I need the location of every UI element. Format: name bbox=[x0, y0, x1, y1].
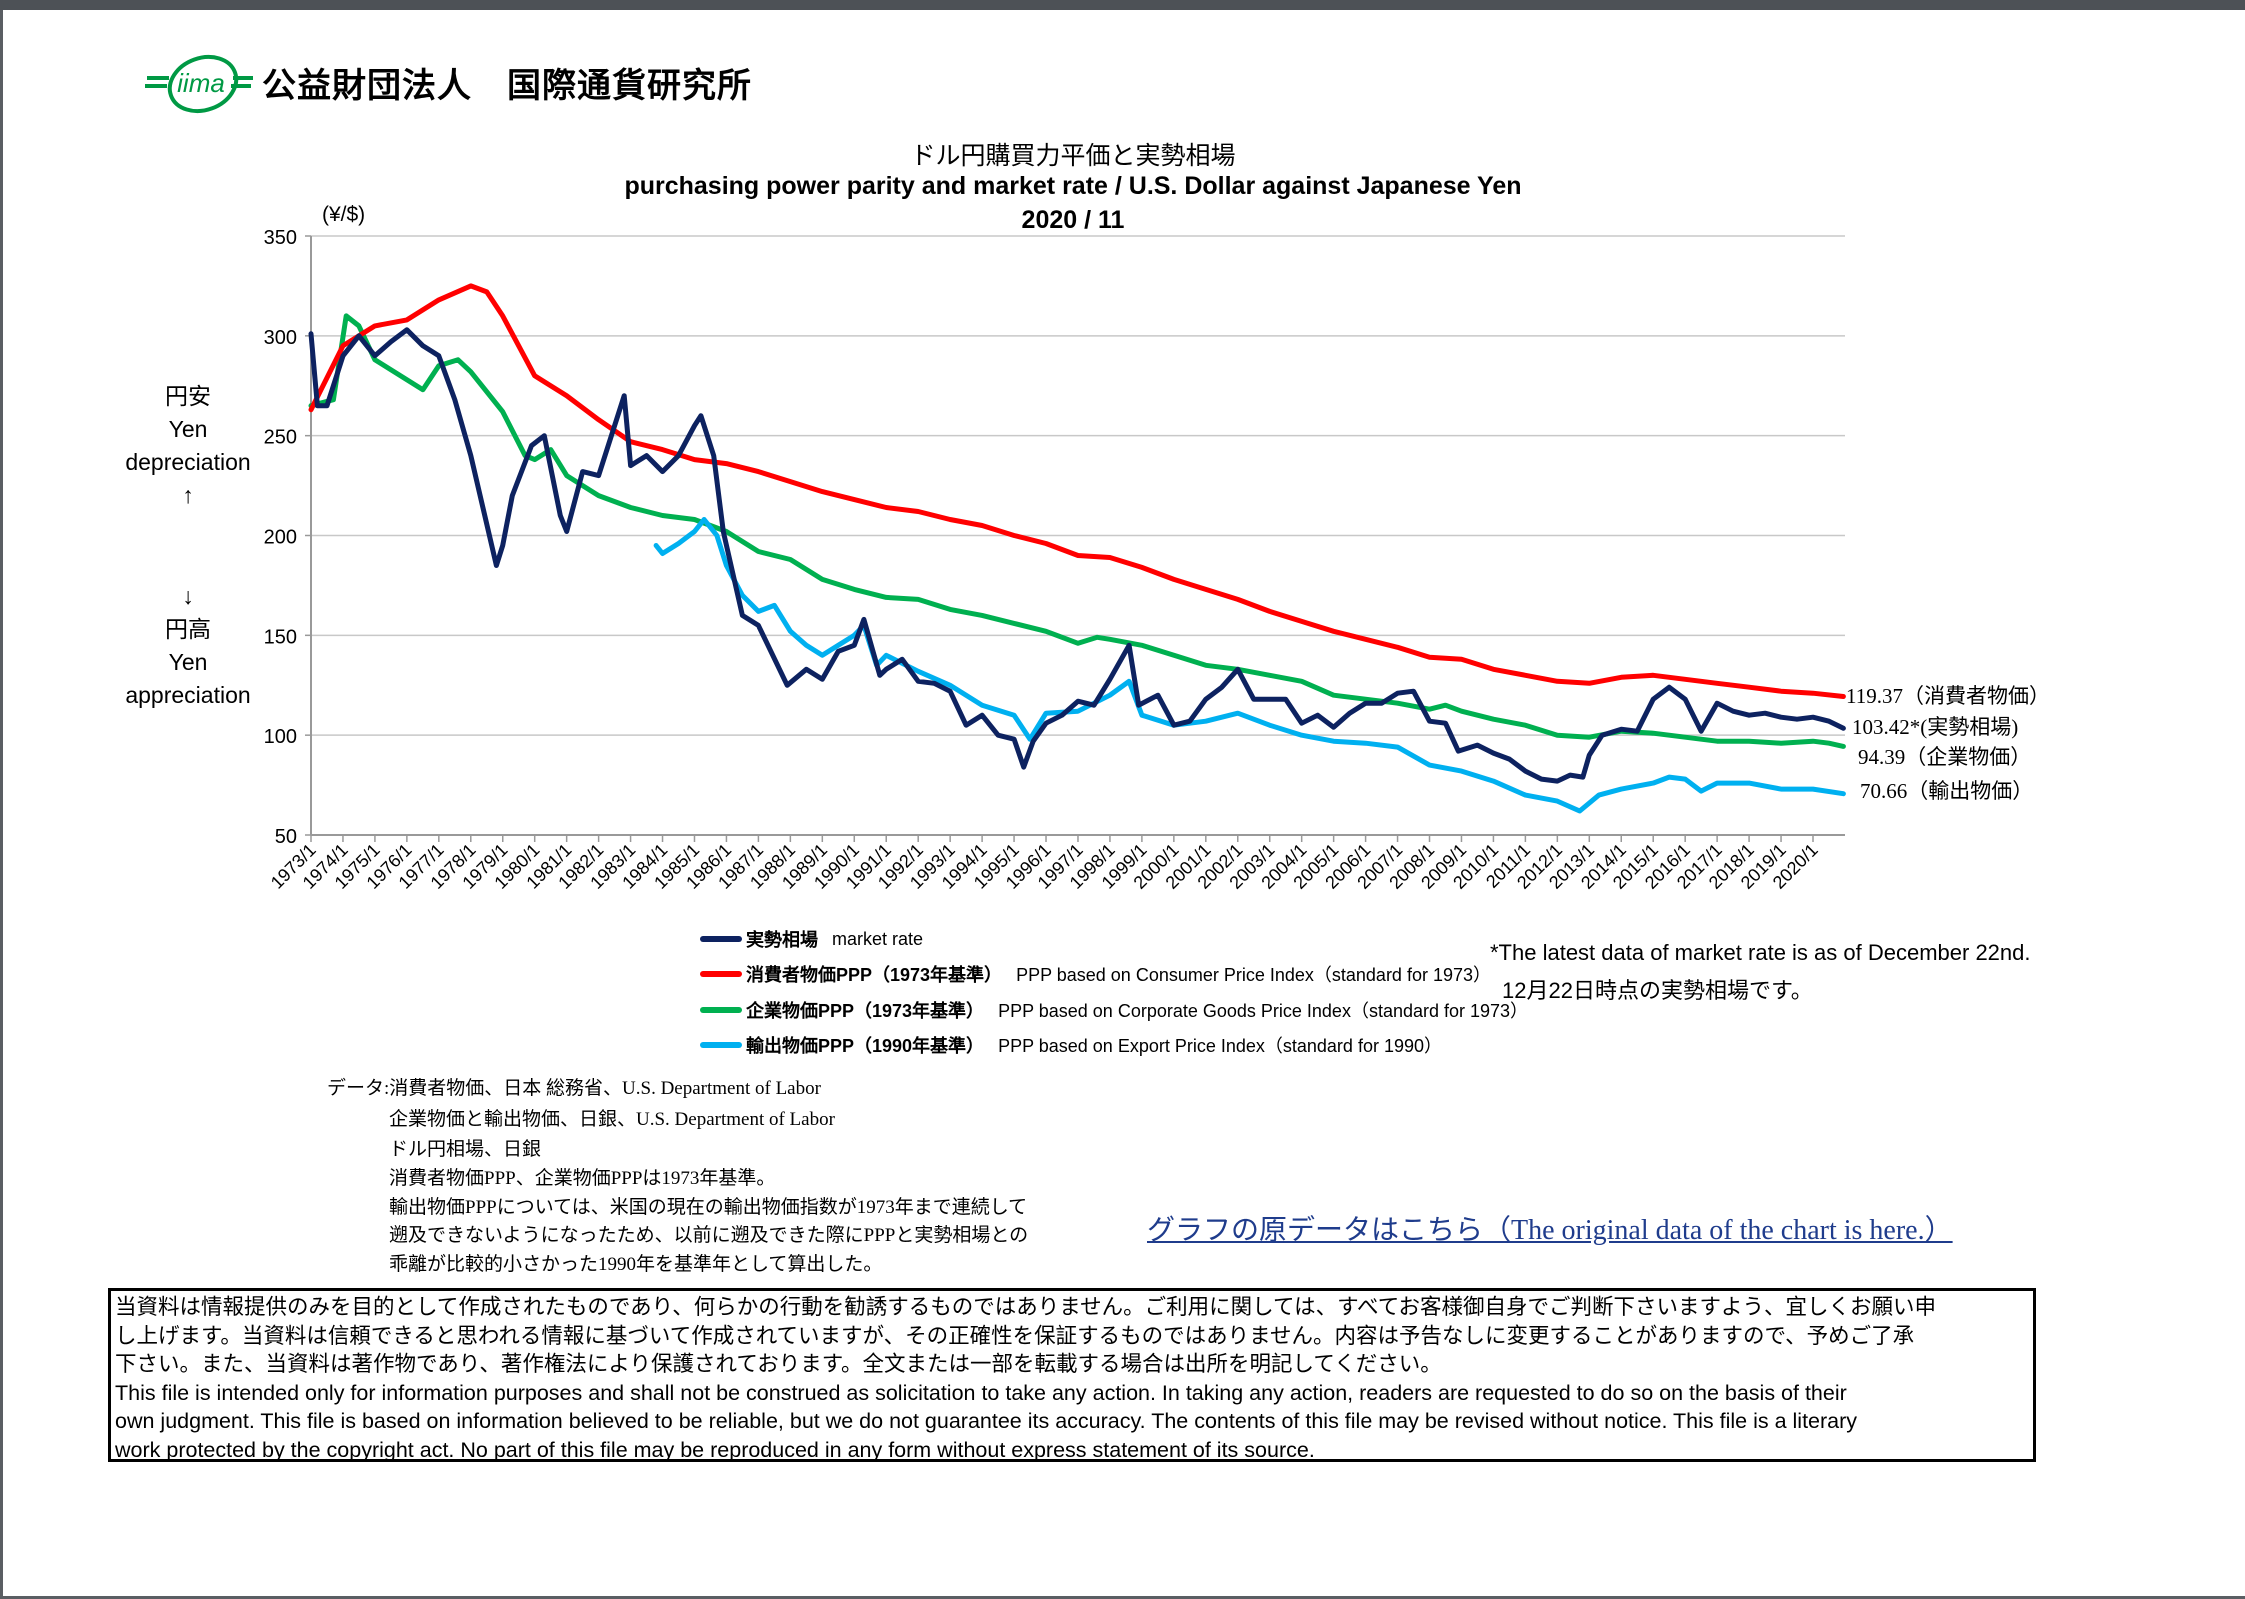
legend-en: PPP based on Export Price Index（standard… bbox=[998, 1036, 1442, 1056]
window-top-bar bbox=[0, 0, 2245, 10]
legend-swatch-export bbox=[700, 1042, 742, 1048]
ppp-line-chart: 501001502002503003501973/11974/11975/119… bbox=[264, 227, 1846, 893]
disclaimer-line: 当資料は情報提供のみを目的として作成されたものであり、何らかの行動を勧誘するもの… bbox=[115, 1295, 1937, 1319]
legend-swatch-market bbox=[700, 936, 742, 942]
disclaimer-line: 下さい。また、当資料は著作物であり、著作権法により保護されております。全文または… bbox=[115, 1352, 1442, 1376]
iima-logo: iima bbox=[145, 54, 253, 114]
source-line: 遡及できないようになったため、以前に遡及できた際にPPPと実勢相場との bbox=[389, 1225, 1029, 1246]
y-axis-unit: (¥/$) bbox=[322, 203, 366, 226]
end-label-market: 103.42*(実勢相場) bbox=[1852, 715, 2019, 739]
y-tick-label: 250 bbox=[264, 427, 297, 449]
source-line: 消費者物価PPP、企業物価PPPは1973年基準。 bbox=[389, 1168, 776, 1189]
y-tick-label: 100 bbox=[264, 726, 297, 748]
legend-en: market rate bbox=[832, 928, 924, 949]
chart-title: ドル円購買力平価と実勢相場 bbox=[910, 142, 1236, 170]
legend-en: PPP based on Corporate Goods Price Index… bbox=[998, 1001, 1529, 1021]
chart-date: 2020 / 11 bbox=[1021, 206, 1125, 234]
legend-item-market: 実勢相場 market rate bbox=[700, 926, 923, 952]
disclaimer-box: 当資料は情報提供のみを目的として作成されたものであり、何らかの行動を勧誘するもの… bbox=[108, 1288, 2036, 1462]
label-weak-en1: Yen bbox=[168, 416, 208, 442]
original-data-link[interactable]: グラフの原データはこちら（The original data of the ch… bbox=[1147, 1215, 1953, 1246]
source-line: データ:消費者物価、日本 総務省、U.S. Department of Labo… bbox=[327, 1078, 821, 1099]
series-line-cpi bbox=[308, 283, 1846, 699]
disclaimer-line: This file is intended only for informati… bbox=[115, 1380, 1847, 1405]
latest-data-note-en: *The latest data of market rate is as of… bbox=[1490, 940, 2031, 965]
yen-depreciation-label: 円安 Yen depreciation ↑ bbox=[108, 380, 268, 512]
source-line: 輸出物価PPPについては、米国の現在の輸出物価指数が1973年まで連続して bbox=[389, 1197, 1028, 1218]
yen-appreciation-label: ↓ 円高 Yen appreciation bbox=[108, 580, 268, 712]
label-strong-en1: Yen bbox=[168, 649, 208, 675]
y-tick-label: 200 bbox=[264, 527, 297, 549]
legend-item-cpi: 消費者物価PPP（1973年基準） PPP based on Consumer … bbox=[700, 961, 1491, 987]
disclaimer-line: own judgment. This file is based on info… bbox=[115, 1409, 1858, 1433]
legend-jp: 輸出物価PPP（1990年基準） bbox=[746, 1036, 985, 1056]
label-strong-jp: 円高 bbox=[165, 616, 211, 642]
source-line: 乖離が比較的小さかった1990年を基準年として算出した。 bbox=[389, 1254, 883, 1275]
legend-en: PPP based on Consumer Price Index（standa… bbox=[1016, 965, 1491, 985]
legend-item-cgpi: 企業物価PPP（1973年基準） PPP based on Corporate … bbox=[700, 997, 1528, 1023]
legend-swatch-cgpi bbox=[700, 1007, 742, 1013]
latest-data-note-jp: 12月22日時点の実勢相場です。 bbox=[1502, 978, 1813, 1003]
label-weak-jp: 円安 bbox=[165, 383, 211, 409]
svg-text:iima: iima bbox=[177, 68, 225, 98]
series-line-export bbox=[653, 517, 1846, 814]
source-line: 企業物価と輸出物価、日銀、U.S. Department of Labor bbox=[389, 1109, 835, 1130]
chart-subtitle: purchasing power parity and market rate … bbox=[624, 172, 1522, 200]
disclaimer-line: し上げます。当資料は信頼できると思われる情報に基づいて作成されていますが、その正… bbox=[115, 1323, 1915, 1348]
series-line-cgpi bbox=[308, 313, 1846, 749]
down-arrow-icon: ↓ bbox=[182, 583, 194, 609]
label-strong-en2: appreciation bbox=[125, 682, 251, 708]
y-tick-label: 300 bbox=[264, 327, 297, 349]
disclaimer-line: work protected by the copyright act. No … bbox=[115, 1437, 1315, 1462]
legend-item-export: 輸出物価PPP（1990年基準） PPP based on Export Pri… bbox=[700, 1032, 1442, 1058]
y-tick-label: 50 bbox=[275, 826, 297, 848]
y-tick-label: 150 bbox=[264, 626, 297, 648]
y-tick-label: 350 bbox=[264, 227, 297, 249]
page-border-left bbox=[0, 10, 3, 1599]
legend-jp: 実勢相場 bbox=[746, 930, 818, 950]
page-border-bottom bbox=[0, 1596, 2245, 1599]
end-label-export: 70.66（輸出物価） bbox=[1860, 779, 2034, 803]
series-line-market bbox=[308, 327, 1846, 784]
source-line: ドル円相場、日銀 bbox=[389, 1139, 542, 1160]
legend-jp: 企業物価PPP（1973年基準） bbox=[746, 1001, 985, 1021]
organization-name: 公益財団法人 国際通貨研究所 bbox=[262, 67, 752, 105]
legend-swatch-cpi bbox=[700, 971, 742, 977]
end-label-cpi: 119.37（消費者物価） bbox=[1846, 684, 2050, 708]
end-label-cgpi: 94.39（企業物価） bbox=[1858, 745, 2032, 769]
legend-jp: 消費者物価PPP（1973年基準） bbox=[746, 965, 1003, 985]
up-arrow-icon: ↑ bbox=[182, 482, 194, 508]
label-weak-en2: depreciation bbox=[125, 449, 251, 475]
